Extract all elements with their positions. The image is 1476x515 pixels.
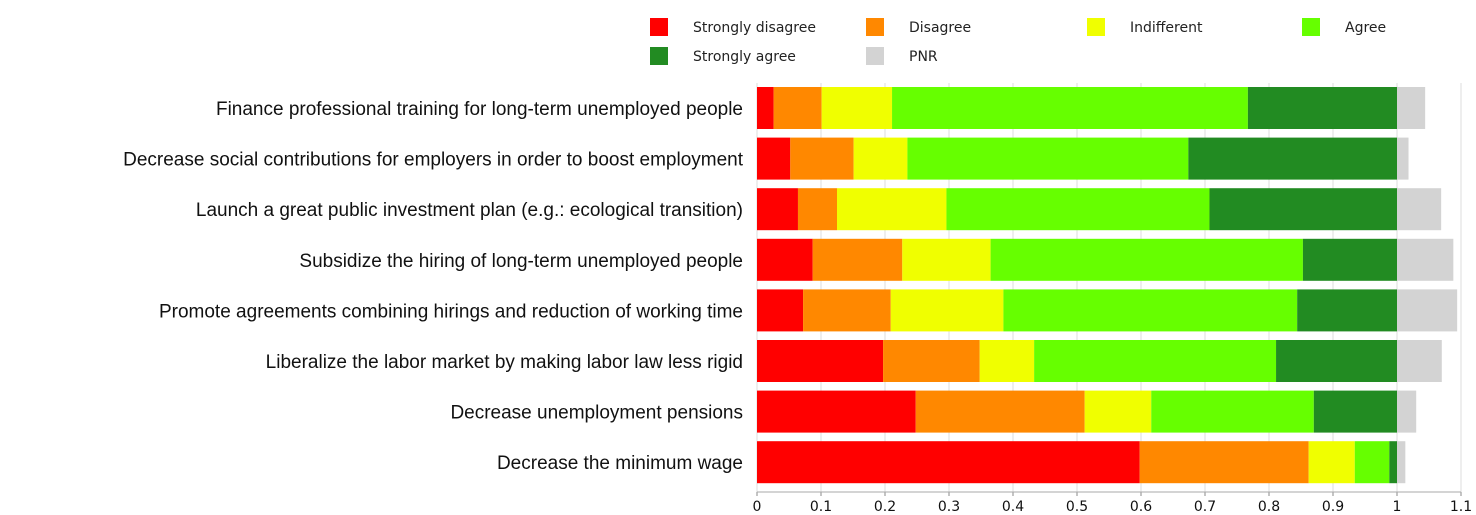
bar-segment-agree[interactable] (892, 87, 1248, 129)
bar-segment-disagree[interactable] (797, 188, 837, 231)
legend-item[interactable]: Disagree (866, 18, 971, 36)
legend-swatch (650, 47, 668, 65)
x-tick-label: 1.1 (1450, 499, 1472, 515)
bar-segment-strongly-agree[interactable] (1389, 441, 1397, 484)
bar-segment-pnr[interactable] (1397, 441, 1406, 484)
bar-segment-indifferent[interactable] (1084, 390, 1152, 433)
bar-segment-agree[interactable] (1354, 441, 1390, 484)
legend-swatch (866, 18, 884, 36)
bar-segment-indifferent[interactable] (1308, 441, 1355, 484)
x-tick-label: 0.9 (1322, 499, 1344, 515)
bar-segment-strongly-disagree[interactable] (757, 238, 813, 281)
bar-segment-strongly-disagree[interactable] (757, 137, 791, 180)
legend-label: PNR (909, 49, 938, 65)
x-tick-label: 0.4 (1002, 499, 1024, 515)
bar-segment-pnr[interactable] (1397, 340, 1442, 382)
legend-item[interactable]: Strongly agree (650, 47, 796, 65)
legend-swatch (650, 18, 668, 36)
x-tick-label: 0.3 (938, 499, 960, 515)
legend-label: Strongly disagree (693, 20, 816, 36)
legend-label: Agree (1345, 20, 1386, 36)
bar-segment-agree[interactable] (1151, 390, 1314, 433)
x-tick-label: 0.5 (1066, 499, 1088, 515)
bar-segment-pnr[interactable] (1397, 87, 1426, 129)
bar-segment-disagree[interactable] (812, 238, 903, 281)
bar-segment-pnr[interactable] (1397, 137, 1409, 180)
bar-segment-pnr[interactable] (1397, 188, 1442, 231)
legend-label: Indifferent (1130, 20, 1203, 36)
bar-segment-strongly-disagree[interactable] (757, 289, 804, 332)
bar-segment-strongly-disagree[interactable] (757, 87, 774, 129)
category-label: Subsidize the hiring of long-term unempl… (299, 251, 743, 272)
legend-label: Strongly agree (693, 49, 796, 65)
category-label: Liberalize the labor market by making la… (266, 352, 743, 373)
legend-swatch (1302, 18, 1320, 36)
bar-segment-strongly-disagree[interactable] (757, 441, 1140, 484)
legend-item[interactable]: PNR (866, 47, 938, 65)
legend-swatch (866, 47, 884, 65)
bar-segment-disagree[interactable] (1139, 441, 1309, 484)
bar-segment-indifferent[interactable] (853, 137, 908, 180)
bar-segment-strongly-agree[interactable] (1313, 390, 1397, 433)
category-label: Promote agreements combining hirings and… (159, 301, 743, 322)
bar-segment-agree[interactable] (990, 238, 1303, 281)
legend-label: Disagree (909, 20, 971, 36)
legend[interactable]: Strongly disagree Disagree Indifferent Agre… (650, 18, 1386, 65)
category-label: Decrease social contributions for employ… (123, 150, 744, 171)
category-label: Decrease unemployment pensions (450, 403, 743, 424)
bar-segment-indifferent[interactable] (821, 87, 893, 129)
x-tick-label: 0.7 (1194, 499, 1216, 515)
x-axis: 0 0.1 0.2 0.3 0.4 0.5 0.6 0.7 0.8 0.9 1 1.1 (753, 491, 1472, 515)
x-tick-label: 0.6 (1130, 499, 1152, 515)
x-tick-label: 0 (753, 499, 762, 515)
bar-segment-strongly-agree[interactable] (1276, 340, 1397, 382)
bar-segment-agree[interactable] (907, 137, 1189, 180)
x-tick-label: 0.1 (810, 499, 832, 515)
category-label: Finance professional training for long-t… (216, 99, 743, 120)
bar-segment-strongly-agree[interactable] (1188, 137, 1397, 180)
bar-segment-pnr[interactable] (1397, 390, 1417, 433)
legend-item[interactable]: Indifferent (1087, 18, 1203, 36)
bar-segment-agree[interactable] (1034, 340, 1277, 382)
x-tick-label: 1 (1393, 499, 1402, 515)
bar-segment-indifferent[interactable] (890, 289, 1004, 332)
x-tick-label: 0.2 (874, 499, 896, 515)
legend-item[interactable]: Agree (1302, 18, 1386, 36)
bar-segment-strongly-agree[interactable] (1209, 188, 1397, 231)
legend-item[interactable]: Strongly disagree (650, 18, 816, 36)
bar-segment-strongly-agree[interactable] (1302, 238, 1397, 281)
bar-segment-disagree[interactable] (883, 340, 980, 382)
bar-segment-indifferent[interactable] (902, 238, 991, 281)
bar-segment-strongly-disagree[interactable] (757, 188, 798, 231)
bar-segment-agree[interactable] (1003, 289, 1298, 332)
bar-segment-strongly-disagree[interactable] (757, 340, 884, 382)
bar-segment-disagree[interactable] (915, 390, 1085, 433)
bar-segment-strongly-disagree[interactable] (757, 390, 916, 433)
category-label: Decrease the minimum wage (497, 453, 743, 474)
bar-segment-agree[interactable] (946, 188, 1210, 231)
category-label: Launch a great public investment plan (e… (196, 200, 743, 221)
bar-segment-pnr[interactable] (1397, 289, 1458, 332)
bar-segment-indifferent[interactable] (837, 188, 947, 231)
x-tick-label: 0.8 (1258, 499, 1280, 515)
category-labels: Finance professional training for long-t… (123, 99, 744, 474)
bar-segment-disagree[interactable] (773, 87, 822, 129)
bars (757, 87, 1458, 484)
bar-segment-indifferent[interactable] (979, 340, 1035, 382)
bar-segment-strongly-agree[interactable] (1297, 289, 1397, 332)
bar-segment-disagree[interactable] (790, 137, 854, 180)
bar-segment-disagree[interactable] (803, 289, 891, 332)
bar-segment-pnr[interactable] (1397, 238, 1454, 281)
legend-swatch (1087, 18, 1105, 36)
bar-segment-strongly-agree[interactable] (1247, 87, 1397, 129)
